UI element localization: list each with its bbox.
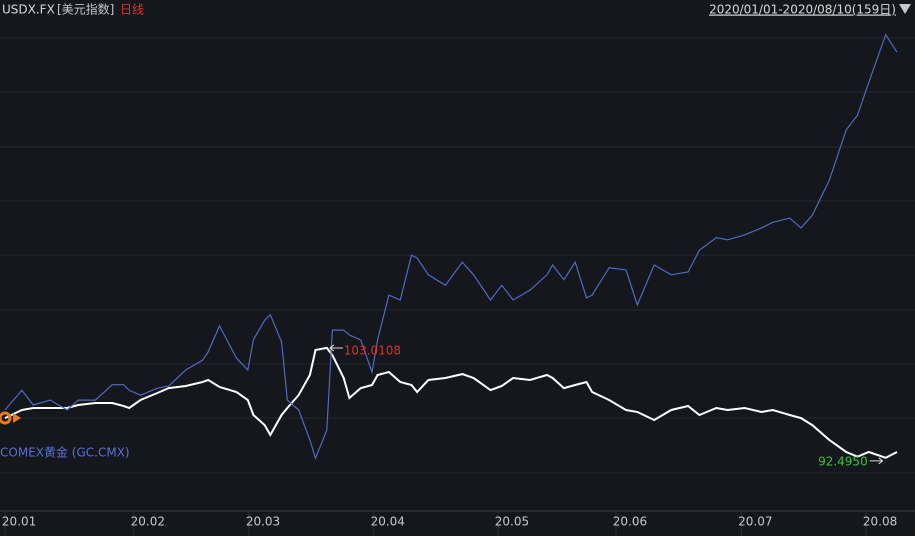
dropdown-icon[interactable] bbox=[899, 4, 911, 14]
subtitle: [美元指数] bbox=[57, 2, 114, 17]
min-label: 92.4950 bbox=[818, 454, 868, 468]
x-tick-label: 20.05 bbox=[495, 515, 529, 529]
max-label: 103.0108 bbox=[344, 343, 401, 357]
x-tick-label: 20.02 bbox=[131, 515, 165, 529]
series-line bbox=[4, 346, 898, 459]
x-tick-label: 20.04 bbox=[371, 515, 405, 529]
period: 日线 bbox=[120, 3, 144, 17]
series-line bbox=[4, 33, 898, 460]
date-range[interactable]: 2020/01/01-2020/08/10(159日) bbox=[709, 3, 896, 17]
x-tick-label: 20.01 bbox=[2, 515, 36, 529]
legend-label: COMEX黄金 (GC.CMX) bbox=[0, 445, 130, 460]
x-tick-label: 20.07 bbox=[738, 515, 772, 529]
start-pointer bbox=[13, 413, 21, 424]
max-arrow bbox=[329, 344, 343, 352]
min-arrow bbox=[869, 457, 884, 465]
title: USDX.FX bbox=[2, 3, 55, 17]
x-tick-label: 20.06 bbox=[613, 515, 647, 529]
x-tick-label: 20.08 bbox=[863, 515, 897, 529]
x-tick-label: 20.03 bbox=[246, 515, 280, 529]
grid bbox=[0, 37, 915, 474]
start-marker bbox=[0, 411, 12, 425]
